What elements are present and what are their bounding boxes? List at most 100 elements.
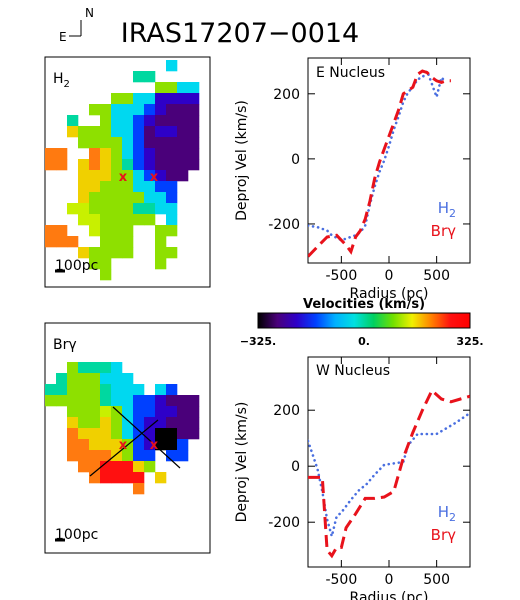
map-pixel [122, 203, 134, 215]
map-pixel [89, 203, 101, 215]
map-pixel [111, 225, 123, 237]
map-pixel [133, 417, 145, 429]
map-h2-scale-label: 100pc [55, 258, 98, 274]
map-pixel [166, 439, 178, 451]
map-pixel [89, 461, 101, 473]
map-pixel [188, 126, 200, 138]
map-pixel [133, 439, 145, 451]
map-pixel [155, 472, 167, 484]
map-pixel [45, 159, 57, 171]
map-pixel [144, 461, 156, 473]
colorbar: Velocities (km/s) −325. 0. 325. [240, 297, 484, 348]
map-pixel [111, 148, 123, 160]
map-pixel [111, 126, 123, 138]
map-pixel [144, 137, 156, 149]
map-pixel [122, 93, 134, 105]
map-pixel [67, 428, 79, 440]
map-pixel [56, 373, 68, 385]
x-axis-label: Radius (pc) [350, 590, 429, 600]
map-pixel [188, 148, 200, 160]
map-pixel [144, 439, 156, 451]
map-pixel [100, 450, 112, 462]
map-pixel [166, 225, 178, 237]
map-pixel [78, 406, 90, 418]
map-pixel [89, 428, 101, 440]
map-pixel [100, 269, 112, 281]
map-pixel [133, 214, 145, 226]
map-pixel [188, 82, 200, 94]
map-pixel [111, 236, 123, 248]
map-pixel [166, 395, 178, 407]
map-pixel [100, 395, 112, 407]
map-pixel [56, 148, 68, 160]
map-pixel [133, 472, 145, 484]
map-pixel [78, 203, 90, 215]
map-pixel [56, 395, 68, 407]
compass-north: N [85, 6, 94, 20]
colorbar-ramp [257, 312, 471, 329]
colorbar-tick-min: −325. [240, 335, 276, 348]
map-pixel [100, 384, 112, 396]
compass: N E [59, 6, 94, 44]
map-pixel [166, 93, 178, 105]
x-tick-label: 0 [385, 268, 394, 284]
x-tick-label: -500 [325, 572, 357, 588]
map-pixel [177, 406, 189, 418]
map-pixel [100, 225, 112, 237]
map-pixel [133, 450, 145, 462]
map-pixel [100, 439, 112, 451]
map-pixel [166, 181, 178, 193]
map-pixel [78, 170, 90, 182]
map-pixel [144, 148, 156, 160]
map-pixel [78, 384, 90, 396]
map-pixel [56, 236, 68, 248]
map-pixel [89, 472, 101, 484]
map-pixel [100, 236, 112, 248]
y-tick-label: 0 [291, 459, 300, 475]
map-pixel [111, 472, 123, 484]
map-pixel [89, 373, 101, 385]
map-pixel [122, 395, 134, 407]
map-pixel [78, 450, 90, 462]
map-pixel [133, 159, 145, 171]
map-pixel [100, 126, 112, 138]
map-pixel [122, 417, 134, 429]
map-pixel [100, 159, 112, 171]
map-pixel [100, 373, 112, 385]
map-pixel [155, 159, 167, 171]
map-pixel [155, 126, 167, 138]
map-pixel [111, 439, 123, 451]
map-pixel [89, 137, 101, 149]
x-tick-label: -500 [325, 268, 357, 284]
map-pixel [144, 170, 156, 182]
map-brg-pixels [45, 362, 200, 495]
map-pixel [111, 373, 123, 385]
map-pixel [56, 384, 68, 396]
map-brg-slit-2 [112, 406, 181, 469]
map-pixel [166, 406, 178, 418]
map-pixel [122, 159, 134, 171]
map-pixel [122, 461, 134, 473]
x-tick-label: 0 [385, 572, 394, 588]
map-pixel [67, 126, 79, 138]
map-pixel [122, 428, 134, 440]
map-pixel [133, 181, 145, 193]
map-pixel [111, 450, 123, 462]
map-pixel [111, 104, 123, 116]
map-pixel [111, 115, 123, 127]
map-pixel [155, 170, 167, 182]
map-pixel [122, 126, 134, 138]
map-pixel [67, 115, 79, 127]
map-pixel [122, 406, 134, 418]
map-brg-label: Brγ [53, 337, 77, 353]
map-pixel [122, 148, 134, 160]
map-pixel [144, 428, 156, 440]
map-pixel [122, 214, 134, 226]
map-pixel [133, 461, 145, 473]
map-pixel [56, 159, 68, 171]
map-pixel [144, 159, 156, 171]
map-brg-marker-2: x [150, 438, 159, 453]
map-pixel [133, 428, 145, 440]
map-pixel [100, 115, 112, 127]
